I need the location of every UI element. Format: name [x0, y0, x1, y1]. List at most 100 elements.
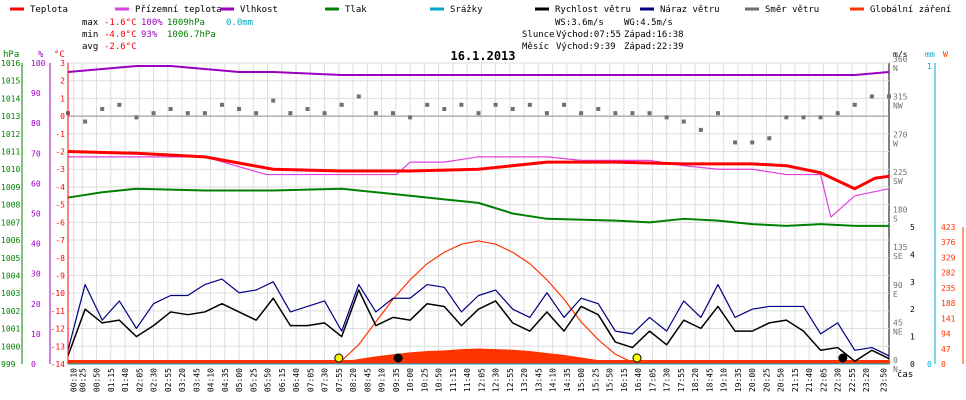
- hpa-tick-label: 1010: [1, 165, 20, 174]
- temp-tick-label: -13: [51, 342, 66, 351]
- wind-direction-point: [835, 111, 840, 116]
- sun-marker: [334, 353, 344, 363]
- wind-direction-point: [305, 106, 310, 111]
- stat-wg: WG:4.5m/s: [624, 18, 673, 28]
- hpa-tick-label: 1008: [1, 201, 20, 210]
- axes: hPa1016101510141013101210111010100910081…: [1, 50, 964, 392]
- rad-tick-label: 94: [941, 330, 951, 339]
- dir-tick-name: N: [893, 365, 898, 374]
- dir-tick-label: 180: [893, 206, 908, 215]
- rain-tick-label: 1: [927, 62, 932, 71]
- series-global-radiation: [68, 348, 889, 364]
- time-tick-label: 04:35: [221, 368, 230, 392]
- time-tick-label: 17:05: [648, 368, 657, 392]
- plot-frame: [67, 62, 890, 365]
- stats-panel: max -1.6°C 100% 1009hPa 0.0mm min -4.0°C 93% 100…: [82, 18, 684, 52]
- legend-label: Rychlost větru: [555, 5, 631, 15]
- stat-min-hum: 93%: [141, 30, 158, 40]
- wind-direction-point: [562, 102, 567, 107]
- legend-label: Tlak: [345, 5, 367, 15]
- hpa-tick-label: 1000: [1, 342, 20, 351]
- wind-direction-point: [373, 111, 378, 116]
- hpa-tick-label: 1011: [1, 148, 20, 157]
- wind-tick-label: 1: [910, 333, 915, 342]
- time-tick-label: 16:15: [620, 368, 629, 392]
- wind-direction-point: [579, 111, 584, 116]
- time-tick-label: 01:15: [107, 368, 116, 392]
- dir-tick-name: SE: [893, 252, 903, 261]
- wind-tick-label: 4: [910, 250, 915, 259]
- stat-max-temp: -1.6°C: [104, 18, 137, 28]
- stat-max-rain: 0.0mm: [226, 18, 253, 28]
- stat-min-press: 1006.7hPa: [167, 30, 216, 40]
- dir-tick-label: 45: [893, 318, 903, 327]
- series-ground-temperature: [68, 156, 890, 218]
- time-tick-label: 10:25: [420, 368, 429, 392]
- rad-unit-label: W: [943, 50, 948, 59]
- wind-direction-point: [630, 111, 635, 116]
- temp-tick-label: -1: [55, 130, 65, 139]
- stat-label: min: [82, 30, 98, 40]
- wind-direction-point: [288, 111, 293, 116]
- wind-direction-point: [544, 111, 549, 116]
- wind-direction-point: [801, 115, 806, 120]
- moon-marker: [838, 353, 848, 363]
- time-tick-label: 20:25: [762, 368, 771, 392]
- chart-title: 16.1.2013: [450, 49, 515, 63]
- wind-direction-point: [681, 119, 686, 124]
- time-tick-label: 00:10: [70, 368, 79, 392]
- wind-direction-point: [100, 106, 105, 111]
- time-tick-label: 16:40: [634, 368, 643, 392]
- pct-tick-label: 70: [31, 149, 41, 158]
- time-tick-label: 17:55: [677, 368, 686, 392]
- temp-tick-label: -8: [55, 254, 65, 263]
- rain-unit-label: mm: [925, 50, 935, 59]
- time-tick-label: 18:20: [691, 368, 700, 392]
- stat-ws: WS:3.6m/s: [555, 18, 604, 28]
- pct-tick-label: 60: [31, 179, 41, 188]
- temp-tick-label: -12: [51, 325, 66, 334]
- radiation-baseline: [68, 360, 889, 364]
- wind-direction-point: [202, 111, 207, 116]
- legend-label: Globální záření: [870, 5, 951, 15]
- time-tick-label: 15:50: [606, 368, 615, 392]
- wind-direction-point: [784, 115, 789, 120]
- time-tick-label: 14:10: [549, 368, 558, 392]
- time-tick-label: 22:55: [848, 368, 857, 392]
- stat-sunset: Západ:16:38: [624, 30, 684, 40]
- wind-direction-point: [442, 106, 447, 111]
- wind-direction-point: [356, 94, 361, 99]
- pct-tick-label: 20: [31, 300, 41, 309]
- dir-tick-name: S: [893, 215, 898, 224]
- dir-tick-name: W: [893, 139, 898, 148]
- pct-tick-label: 50: [31, 210, 41, 219]
- dir-tick-label: 0: [893, 356, 898, 365]
- legend-label: Vlhkost: [240, 5, 278, 15]
- time-tick-label: 05:50: [264, 368, 273, 392]
- wind-direction-point: [767, 136, 772, 141]
- wind-tick-label: 5: [910, 223, 915, 232]
- pct-axis-label: %: [38, 50, 44, 60]
- dir-tick-name: N: [893, 64, 898, 73]
- wind-direction-point: [869, 94, 874, 99]
- temp-tick-label: -5: [55, 201, 65, 210]
- time-tick-label: 05:00: [235, 368, 244, 392]
- hpa-tick-label: 1015: [1, 77, 20, 86]
- wind-direction-point: [425, 102, 430, 107]
- hpa-tick-label: 1005: [1, 254, 20, 263]
- temp-tick-label: -7: [55, 236, 65, 245]
- stat-max-press: 1009hPa: [167, 18, 205, 28]
- stat-moon-label: Měsíc: [522, 42, 549, 52]
- rad-tick-label: 235: [941, 284, 956, 293]
- time-tick-label: 03:45: [192, 368, 201, 392]
- series-wind-gust: [67, 278, 890, 357]
- temp-tick-label: -2: [55, 148, 65, 157]
- rad-tick-label: 376: [941, 238, 956, 247]
- legend-label: Náraz větru: [660, 5, 720, 15]
- stat-label: max: [82, 18, 99, 28]
- time-tick-label: 07:05: [306, 368, 315, 392]
- time-tick-label: 08:45: [363, 368, 372, 392]
- wind-direction-point: [647, 111, 652, 116]
- pct-tick-label: 40: [31, 240, 41, 249]
